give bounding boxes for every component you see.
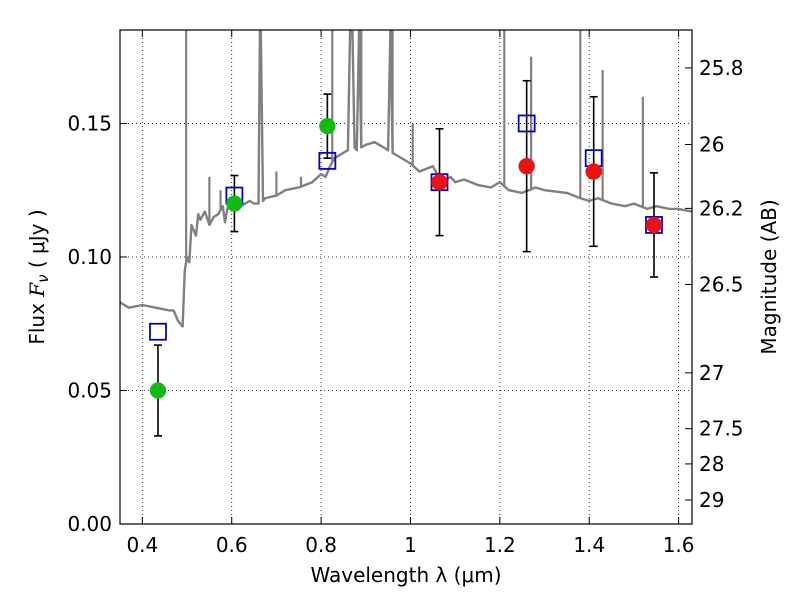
observed-point xyxy=(149,382,167,399)
observed-point xyxy=(319,117,336,135)
x-tick-label: 1.4 xyxy=(573,533,605,557)
x-tick-label: 0.4 xyxy=(126,533,158,557)
y-axis-title-subscript: ν xyxy=(34,274,52,282)
plot-frame xyxy=(119,29,693,525)
y2-tick-label: 27 xyxy=(699,361,724,385)
y-axis-title-symbol: F xyxy=(25,282,49,298)
y2-tick-label: 28 xyxy=(699,452,724,476)
y2-tick-label: 25.8 xyxy=(699,56,744,80)
observed-points-layer xyxy=(149,117,663,399)
model-photometry-square xyxy=(517,114,536,133)
y2-tick-label: 27.5 xyxy=(699,417,744,441)
x-tick-label: 1.2 xyxy=(484,533,516,557)
y-tick-label: 0.00 xyxy=(67,512,112,536)
model-spectrum-line xyxy=(120,30,692,328)
model-spectrum-layer xyxy=(120,30,692,328)
y2-tick-label: 29 xyxy=(699,488,724,512)
model-photometry-square xyxy=(149,322,167,341)
observed-point xyxy=(226,195,243,212)
x-tick-label: 1 xyxy=(404,533,417,557)
observed-point xyxy=(518,157,535,175)
observed-point xyxy=(431,173,448,191)
y2-tick-label: 26 xyxy=(699,133,724,157)
x-tick-label: 0.6 xyxy=(216,533,248,557)
x-tick-label: 1.6 xyxy=(663,533,695,557)
x-axis-title: Wavelength λ (μm) xyxy=(310,563,501,587)
y-axis-title-unit: ( μJy ) xyxy=(25,209,49,274)
model-photometry-layer xyxy=(149,114,663,341)
ticks-layer: 0.4 0.6 0.8 1 1.2 1.4 1.6 0.00 0.05 0.10 0.15 25.8 2… xyxy=(67,30,744,557)
y2-axis-title: Magnitude (AB) xyxy=(757,199,781,354)
observed-point xyxy=(585,163,602,180)
x-tick-label: 0.8 xyxy=(305,533,337,557)
y2-tick-label: 26.2 xyxy=(699,196,744,220)
y-tick-label: 0.15 xyxy=(67,111,112,135)
y-axis-title: Flux Fν ( μJy ) xyxy=(25,209,52,344)
model-photometry-square xyxy=(318,151,337,170)
y-tick-label: 0.10 xyxy=(67,245,112,269)
y-axis-title-prefix: Flux xyxy=(25,297,49,345)
grid-lines xyxy=(120,30,692,525)
y2-tick-label: 26.5 xyxy=(699,272,744,296)
y-tick-label: 0.05 xyxy=(67,378,112,402)
observed-point xyxy=(645,216,663,234)
error-bars-layer xyxy=(153,79,659,437)
